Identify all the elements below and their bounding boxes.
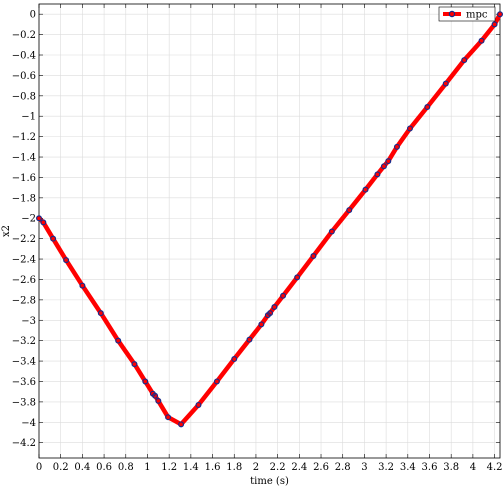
x-tick-label: 0.2: [53, 462, 69, 473]
y-tick-label: −2: [21, 214, 36, 225]
x-tick-label: 2.2: [270, 462, 286, 473]
y-tick-label: −0.2: [12, 30, 36, 41]
data-point: [461, 57, 468, 64]
legend-swatch-marker: [448, 10, 456, 18]
y-tick-label: −4: [21, 418, 36, 429]
data-point: [385, 158, 392, 165]
data-point: [442, 80, 449, 87]
data-point: [374, 171, 381, 178]
data-point: [195, 401, 202, 408]
y-tick-label: −4.2: [12, 438, 36, 449]
y-tick-label: −0.4: [12, 51, 36, 62]
y-tick-label: −1.2: [12, 132, 36, 143]
data-point: [63, 257, 70, 264]
x-tick-label: 2.8: [335, 462, 351, 473]
y-tick-label: −2.4: [12, 255, 36, 266]
data-point: [267, 310, 274, 317]
y-tick-label: −2.8: [12, 295, 36, 306]
data-point: [246, 336, 253, 343]
x-tick-label: 3.4: [400, 462, 416, 473]
y-tick-label: −1: [21, 112, 36, 123]
data-point: [152, 392, 159, 399]
x-tick-label: 1.4: [183, 462, 199, 473]
x-axis-label: time (s): [250, 476, 289, 487]
ticks: [38, 4, 500, 458]
data-point: [258, 321, 265, 328]
data-point: [310, 252, 317, 259]
x-tick-label: 0: [36, 462, 42, 473]
legend-box: [438, 6, 496, 22]
data-point: [115, 337, 122, 344]
data-point: [406, 125, 413, 132]
x-tick-label: 2: [253, 462, 259, 473]
y-tick-label: −1.8: [12, 193, 36, 204]
data-point: [271, 304, 278, 311]
data-point: [155, 397, 162, 404]
data-point: [79, 282, 86, 289]
data-point: [40, 219, 47, 226]
data-point: [131, 361, 138, 368]
legend-entry-mpc: mpc: [466, 10, 488, 21]
data-point: [362, 186, 369, 193]
data-point: [213, 378, 220, 385]
y-tick-label: −0.6: [12, 71, 36, 82]
data-point: [497, 11, 503, 18]
x-tick-label: 1.6: [205, 462, 221, 473]
y-tick-label: −1.6: [12, 173, 36, 184]
x-tick-label: 4: [470, 462, 476, 473]
data-point: [142, 378, 149, 385]
data-point: [165, 414, 172, 421]
data-point: [35, 215, 42, 222]
data-point: [491, 21, 498, 28]
x-tick-label: 2.4: [291, 462, 307, 473]
y-tick-label: −3.4: [12, 357, 36, 368]
x-tick-label: 1: [144, 462, 150, 473]
x-tick-label: 1.8: [226, 462, 242, 473]
data-point: [424, 104, 431, 111]
y-tick-label: −1.4: [12, 153, 36, 164]
legend: mpc: [438, 6, 496, 22]
y-tick-label: −3.8: [12, 397, 36, 408]
x-tick-label: 2.6: [313, 462, 329, 473]
y-tick-label: −2.6: [12, 275, 36, 286]
data-point: [380, 163, 387, 170]
y-tick-label: −3.6: [12, 377, 36, 388]
x-tick-label: 0.8: [118, 462, 134, 473]
y-tick-label: 0: [30, 10, 36, 21]
data-point: [231, 356, 238, 363]
y-tick-label: −3.2: [12, 336, 36, 347]
y-tick-labels: 0 −0.2 −0.4 −0.6 −0.8 −1 −1.2 −1.4 −1.6 −1.8 −2 −2.…: [12, 10, 36, 449]
y-axis-label: x2: [1, 225, 12, 237]
grid: [38, 4, 500, 458]
y-tick-label: −2.2: [12, 234, 36, 245]
data-point: [346, 207, 353, 214]
y-tick-label: −3: [21, 316, 36, 327]
x-tick-label: 0.6: [96, 462, 112, 473]
x-tick-label: 1.2: [161, 462, 177, 473]
x-tick-label: 3.2: [378, 462, 394, 473]
data-point: [294, 274, 301, 281]
data-point: [97, 310, 104, 317]
x-tick-label: 0.4: [74, 462, 90, 473]
x-tick-label: 3.6: [422, 462, 438, 473]
data-point: [50, 235, 57, 242]
y-tick-label: −0.8: [12, 91, 36, 102]
data-point: [393, 143, 400, 150]
data-point: [280, 292, 287, 299]
plot-frame: [38, 3, 501, 459]
x-tick-label: 4.2: [487, 462, 503, 473]
x-tick-label: 3: [361, 462, 367, 473]
x-tick-label: 3.8: [443, 462, 459, 473]
data-point: [328, 228, 335, 235]
series-markers: [35, 11, 503, 428]
data-point: [178, 421, 185, 428]
x-tick-labels: 0 0.2 0.4 0.6 0.8 1 1.2 1.4 1.6 1.8 2 2.2 2.4 2.6 2.8 3…: [36, 462, 503, 473]
data-point: [478, 37, 485, 44]
